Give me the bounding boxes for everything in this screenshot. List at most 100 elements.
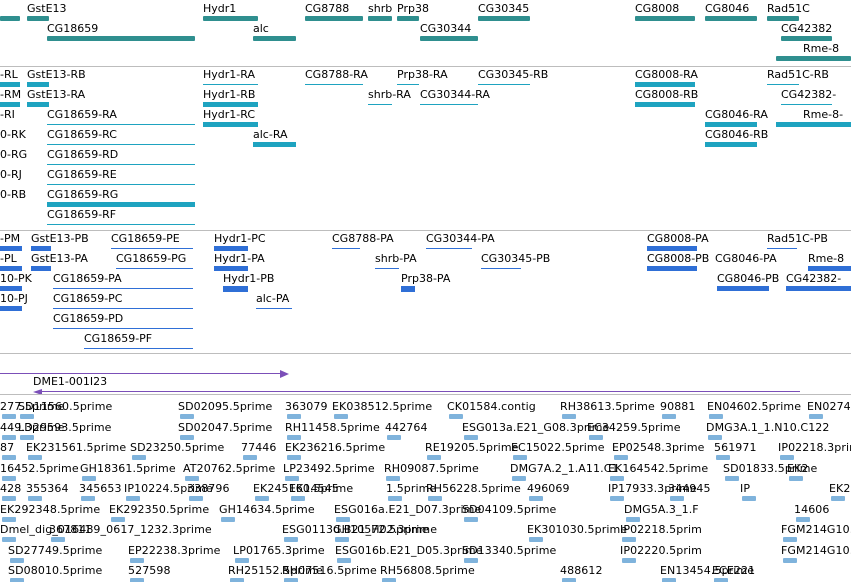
est-glyph[interactable] [725,475,739,481]
est-glyph[interactable] [427,455,441,460]
clone-label[interactable]: DME1-001I23 [33,375,108,388]
transcript-glyph[interactable] [53,288,193,289]
gene-glyph[interactable] [0,16,20,21]
est-label[interactable]: SD23250.5prime [130,441,225,454]
est-label[interactable]: 87 [0,441,15,454]
est-glyph[interactable] [291,496,305,501]
est-label[interactable]: 367811 [49,523,92,536]
transcript-label[interactable]: CG8008-PB [647,252,710,265]
est-glyph[interactable] [20,414,34,419]
transcript-label[interactable]: CG18659-PG [116,252,187,265]
transcript-glyph[interactable] [635,102,695,107]
est-glyph[interactable] [809,414,823,419]
transcript-glyph[interactable] [203,84,258,85]
est-label[interactable]: SD13340.5prime [462,543,557,557]
est-glyph[interactable] [709,414,723,419]
transcript-glyph[interactable] [203,102,258,107]
est-label[interactable]: ESG0113d.B21_H02.3prime [282,523,438,536]
gene-glyph[interactable] [397,16,419,21]
transcript-label[interactable]: CG8008-PA [647,232,709,245]
transcript-glyph[interactable] [808,266,851,271]
transcript-glyph[interactable] [0,266,22,271]
est-glyph[interactable] [449,414,463,419]
transcript-glyph[interactable] [47,144,195,145]
est-label[interactable]: GH18361.5prime [80,461,176,475]
est-glyph[interactable] [28,455,42,460]
gene-glyph[interactable] [27,16,49,21]
est-label[interactable]: EK2 [787,461,809,475]
est-label[interactable]: EK268141.5prime [829,482,851,495]
transcript-label[interactable]: Prp38-PA [401,272,451,285]
est-glyph[interactable] [28,496,42,501]
est-glyph[interactable] [284,578,298,582]
est-glyph[interactable] [335,537,349,542]
transcript-label[interactable]: GstE13-PA [31,252,88,265]
transcript-glyph[interactable] [478,84,530,85]
est-glyph[interactable] [513,455,527,460]
est-glyph[interactable] [130,557,144,563]
est-label[interactable]: EK14545 [289,482,339,495]
transcript-label[interactable]: CG8046-RB [705,128,769,141]
est-label[interactable]: LP01765.3prime [233,543,325,557]
est-label[interactable]: ESG013a.E21_G08.3prime [462,420,610,434]
est-label[interactable]: EP02548.3prime [612,441,705,454]
transcript-label[interactable]: shrb-RA [368,88,411,101]
transcript-glyph[interactable] [0,286,22,291]
transcript-label[interactable]: CG18659-RC [47,128,117,141]
est-label[interactable]: RH56228.5prime [426,482,521,495]
est-label[interactable]: IP17933.3prime [608,482,697,495]
transcript-label[interactable]: 10-PJ [0,292,28,305]
est-label[interactable]: 449.3prime [0,420,65,434]
est-glyph[interactable] [831,496,845,501]
est-label[interactable]: EK245160.5prime [253,482,354,495]
transcript-label[interactable]: 10-PK [0,272,32,285]
est-label[interactable]: SD02095.5prime [178,400,273,413]
transcript-glyph[interactable] [214,246,248,251]
est-label[interactable]: SD04109.5prime [462,502,557,516]
est-glyph[interactable] [529,496,543,501]
gene-label[interactable]: CG30344 [420,22,472,35]
est-label[interactable]: DMG3A.1_1.N10.C122 [706,420,830,434]
est-label[interactable]: GH14634.5prime [219,502,315,516]
transcript-label[interactable]: CG18659-RD [47,148,119,161]
transcript-glyph[interactable] [786,286,851,291]
transcript-glyph[interactable] [375,268,399,269]
transcript-label[interactable]: CG42382- [786,272,842,285]
est-label[interactable]: Dmel_dig_016489_0617_1232.3prime [0,523,212,536]
transcript-glyph[interactable] [0,246,22,251]
est-glyph[interactable] [287,455,301,460]
transcript-label[interactable]: CG30345-PB [481,252,551,265]
est-glyph[interactable] [708,434,722,440]
transcript-label[interactable]: CG8046-PA [715,252,777,265]
est-label[interactable]: SD11560.5prime [18,400,113,413]
transcript-glyph[interactable] [0,82,20,87]
est-glyph[interactable] [126,496,140,501]
transcript-label[interactable]: CG18659-PA [53,272,122,285]
gene-label[interactable]: GstE13 [27,2,67,15]
transcript-glyph[interactable] [767,248,797,249]
est-label[interactable]: FGM214G10.3prime [781,523,851,536]
gene-glyph[interactable] [635,16,695,21]
gene-label[interactable]: CG18659 [47,22,99,35]
gene-glyph[interactable] [705,16,757,21]
est-glyph[interactable] [783,537,797,542]
transcript-glyph[interactable] [214,266,248,271]
est-label[interactable]: 77446 [241,441,277,454]
est-glyph[interactable] [2,516,16,522]
est-label[interactable]: IP [740,482,751,495]
est-label[interactable]: EN13454.5prime [660,564,755,577]
est-glyph[interactable] [742,496,756,501]
transcript-label[interactable]: CG8788-RA [305,68,368,81]
est-glyph[interactable] [111,516,125,522]
est-glyph[interactable] [796,516,810,522]
transcript-label[interactable]: Hydr1-RC [203,108,256,121]
gene-glyph[interactable] [767,16,799,21]
est-label[interactable]: 363079 [285,400,328,413]
transcript-glyph[interactable] [420,104,478,105]
gene-glyph[interactable] [253,36,296,41]
transcript-label[interactable]: CG8046-RA [705,108,768,121]
est-glyph[interactable] [562,578,576,582]
transcript-glyph[interactable] [53,328,193,329]
clone-glyph[interactable] [0,373,286,374]
transcript-glyph[interactable] [47,224,195,225]
